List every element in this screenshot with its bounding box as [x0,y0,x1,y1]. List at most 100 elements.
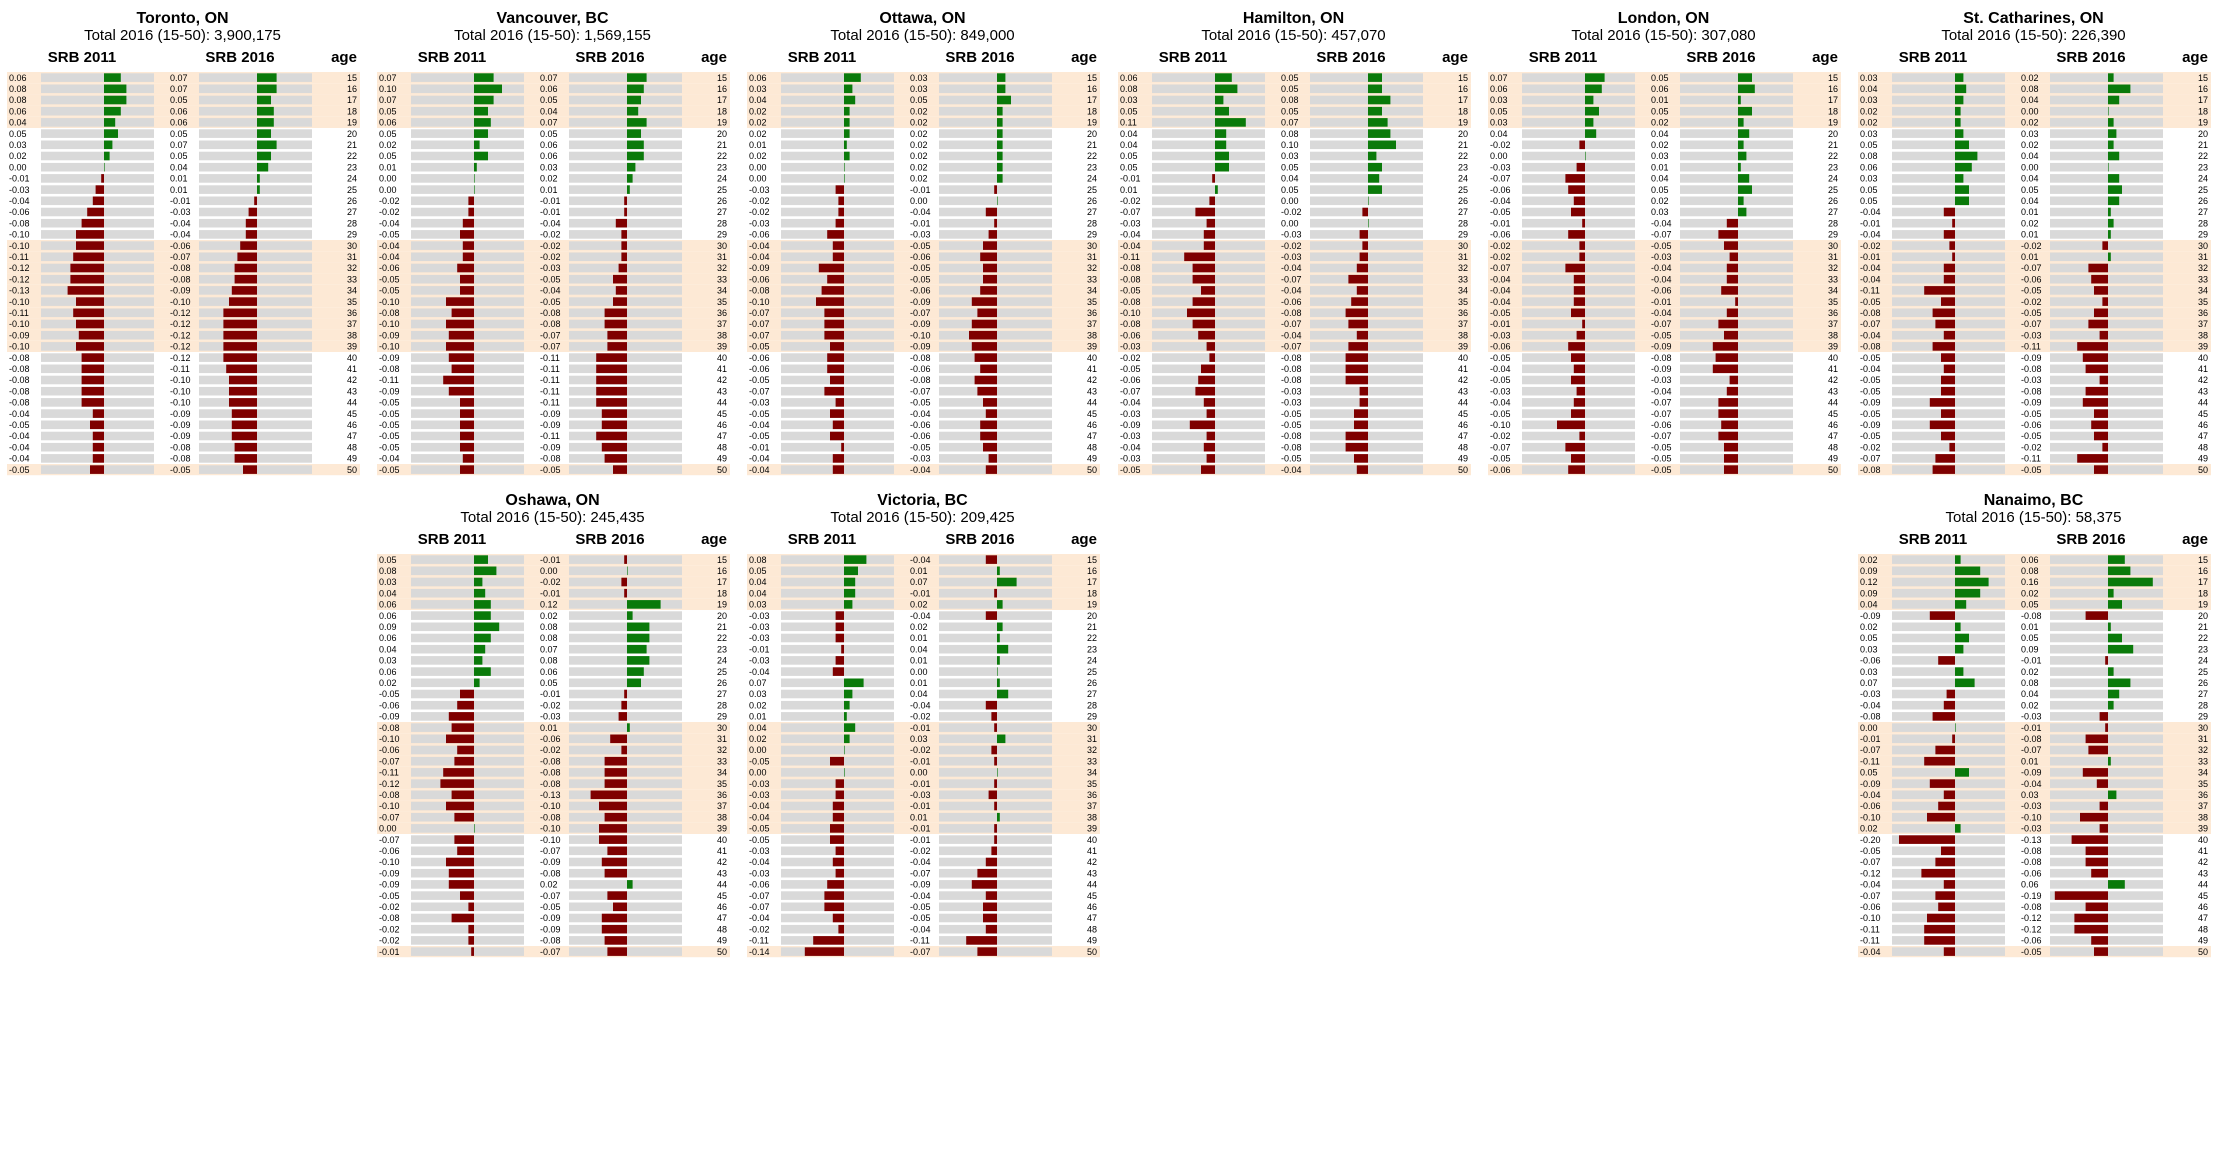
value-label: -0.05 [9,465,30,475]
age-label: 41 [1828,364,1838,374]
value-label: -0.06 [1651,286,1672,296]
age-label: 48 [2198,442,2208,452]
bar-srb2011-age-18 [1585,106,1599,116]
bar-srb2016-age-32 [618,263,627,273]
bar-srb2011-age-30 [1955,723,1956,732]
bar-srb2011-age-20 [1215,129,1227,138]
bar-srb2011-age-24 [1938,656,1955,665]
age-label: 47 [1458,431,1468,441]
value-label: -0.12 [9,263,30,273]
age-label: 48 [347,442,357,452]
value-label: -0.11 [749,936,769,946]
value-label: 0.08 [749,555,767,565]
bar-track [411,151,524,161]
bar-srb2011-age-34 [821,286,844,295]
bar-track [41,106,154,116]
value-label: -0.04 [1860,364,1881,374]
value-label: -0.01 [1120,174,1141,184]
age-label: 24 [347,174,357,184]
bar-srb2011-age-50 [1201,465,1215,474]
age-label: 20 [1087,611,1097,621]
bar-srb2016-age-46 [1354,420,1368,430]
bar-track [1892,118,2005,127]
age-label: 30 [717,241,727,251]
value-label: 0.00 [1490,151,1508,161]
bar-srb2016-age-31 [237,252,257,262]
age-label: 27 [2198,689,2208,699]
bar-srb2016-age-17 [997,577,1017,587]
value-label: -0.05 [379,409,400,419]
bar-srb2016-age-30 [994,723,997,732]
bar-srb2016-age-26 [1738,196,1744,206]
value-label: -0.01 [540,555,561,565]
bar-srb2016-age-41 [607,846,627,856]
age-label: 41 [1458,364,1468,374]
highlight-row-band [7,296,360,308]
highlight-row-band [747,116,1100,128]
value-label: -0.13 [9,286,30,296]
value-label: -0.04 [1860,947,1881,957]
bar-srb2011-age-31 [844,734,850,744]
bar-srb2011-age-45 [830,409,844,418]
value-label: -0.01 [910,588,931,598]
bar-srb2011-age-44 [448,880,474,889]
value-label: -0.04 [910,207,931,217]
age-label: 41 [1087,364,1097,374]
bar-track [2050,600,2163,609]
age-label: 41 [2198,364,2208,374]
bar-srb2011-age-37 [1192,319,1215,329]
bar-srb2011-age-50 [1932,465,1955,474]
bar-srb2016-age-28 [994,218,997,228]
highlight-row-band [7,72,360,84]
value-label: -0.04 [1120,442,1141,452]
bar-srb2016-age-44 [971,880,997,889]
bar-track [1892,84,2005,94]
value-label: 0.08 [540,622,558,632]
bar-srb2016-age-37 [599,801,627,811]
age-label: 27 [2198,207,2208,217]
bar-srb2011-age-48 [841,442,844,452]
value-label: -0.04 [379,252,400,262]
bar-srb2016-age-20 [2085,611,2108,620]
age-label: 46 [2198,420,2208,430]
value-label: -0.12 [2021,924,2042,934]
bar-srb2016-age-49 [604,454,627,463]
column-header-age: age [1442,49,1468,66]
bar-track [1152,95,1265,105]
bar-track [939,678,1052,688]
value-label: -0.08 [1281,431,1302,441]
bar-srb2016-age-38 [2099,330,2108,340]
age-label: 49 [2198,454,2208,464]
value-label: 0.04 [379,588,397,598]
bar-track [1310,84,1423,94]
value-label: -0.02 [749,924,770,934]
value-label: -0.06 [910,431,931,441]
bar-srb2016-age-28 [245,218,257,228]
highlight-row-band [7,262,360,274]
highlight-row-band [377,576,730,588]
bar-srb2016-age-24 [997,174,1003,183]
bar-srb2011-age-40 [827,353,844,362]
bar-srb2011-age-31 [832,252,844,262]
highlight-row-band [1858,105,2211,117]
bar-srb2016-age-41 [1712,364,1738,374]
value-label: -0.09 [749,263,770,273]
bar-srb2011-age-36 [1571,308,1585,318]
value-label: -0.03 [2021,712,2042,722]
bar-srb2016-age-16 [2108,566,2131,576]
age-label: 30 [1087,241,1097,251]
highlight-row-band [1858,318,2211,330]
value-label: -0.09 [379,712,400,722]
bar-srb2016-age-35 [613,297,627,306]
bar-srb2011-age-50 [804,947,844,956]
bar-srb2016-age-20 [2108,129,2117,138]
bar-srb2016-age-38 [607,330,627,340]
bar-srb2016-age-25 [997,667,998,676]
age-label: 16 [717,566,727,576]
bar-srb2011-age-18 [844,106,850,116]
highlight-row-band [1488,296,1841,308]
bar-track [569,656,682,665]
bar-srb2016-age-25 [994,185,997,194]
bar-srb2011-age-19 [1955,600,1967,609]
